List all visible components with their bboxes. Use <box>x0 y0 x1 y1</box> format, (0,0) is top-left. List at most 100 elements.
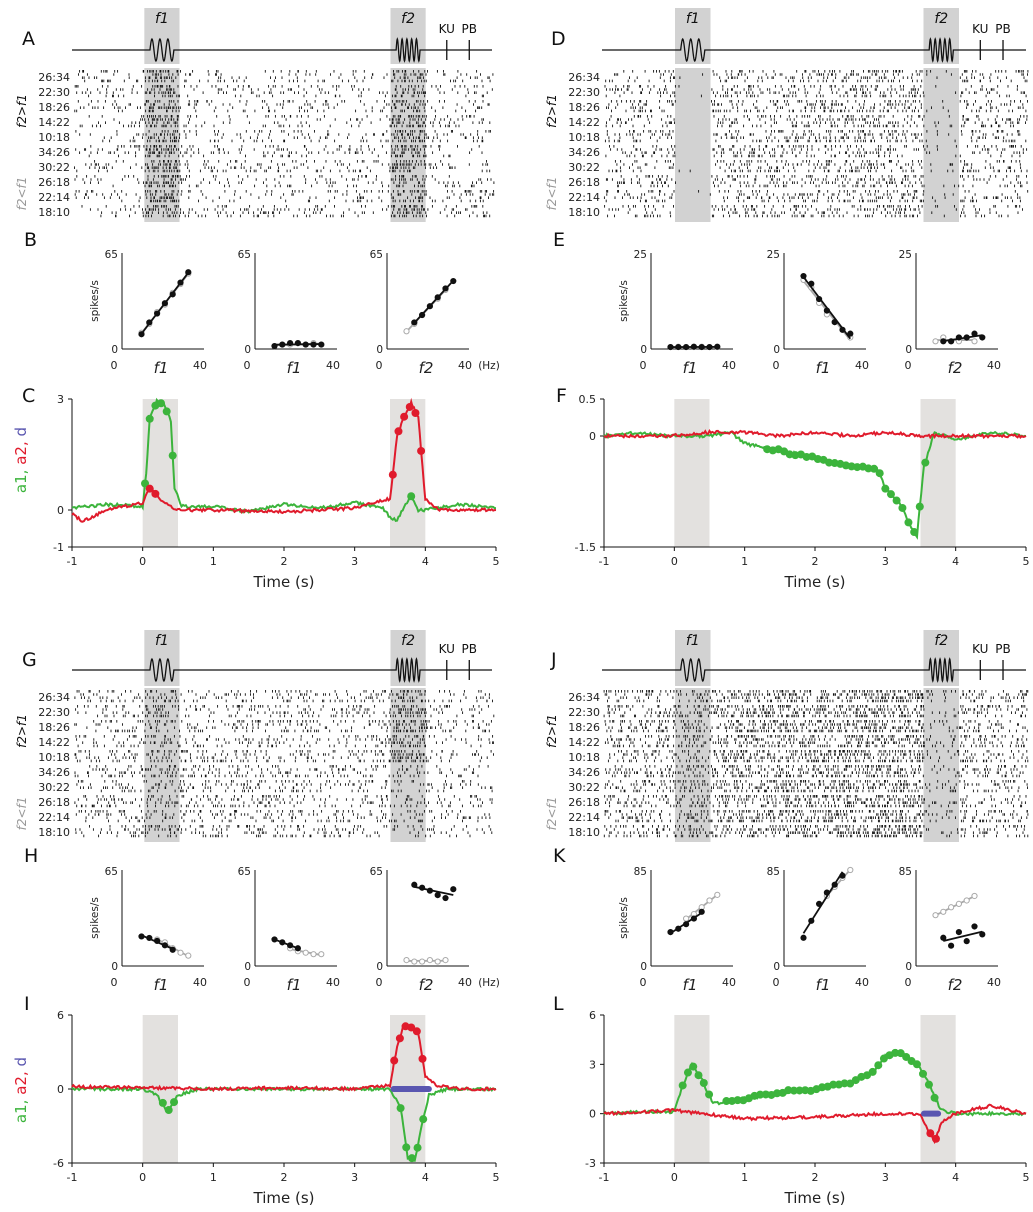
tuning-plots-e: 25 0 0 40 f1 spikes/s 25 0 0 40 f1 25 0 0 40 f2 <box>618 249 1001 377</box>
y-tick-label: 6 <box>57 1009 64 1022</box>
a1-significant-point <box>396 1104 405 1113</box>
f1-label: f1 <box>686 11 700 27</box>
a1-significant-point <box>868 1067 877 1076</box>
a1-significant-point <box>870 464 879 473</box>
f2-label: f2 <box>401 633 415 649</box>
raster-j: 26:34 22:30 18:26 14:22 10:18 34:26 30:22 26:18… <box>545 688 1029 842</box>
x-tick-label: 3 <box>882 555 889 568</box>
raster-d: 26:34 22:30 18:26 14:22 10:18 34:26 30:22 26:18… <box>545 68 1029 222</box>
stimulus-line <box>602 657 1026 683</box>
tuning-ylabel: spikes/s <box>89 280 101 322</box>
dark-point <box>287 339 294 347</box>
raster-row-label: 10:18 <box>568 751 600 764</box>
raster-band-f2 <box>390 688 426 842</box>
a1-significant-point <box>898 503 907 512</box>
light-point <box>419 958 426 965</box>
tuning-y-tick-max: 25 <box>899 249 912 261</box>
a2-significant-point <box>388 470 397 479</box>
tuning-y-tick-min: 0 <box>905 961 912 973</box>
tuning-xlabel: f1 <box>154 359 169 377</box>
x-tick-label: 4 <box>422 1171 429 1184</box>
a1-series-line <box>603 430 1027 540</box>
a1-significant-point <box>145 414 154 423</box>
dark-point <box>823 307 831 314</box>
a1-significant-point <box>158 1098 167 1107</box>
a1-significant-point <box>829 1080 838 1089</box>
panel-label-e: E <box>553 229 565 251</box>
dark-point <box>847 330 854 337</box>
dark-point <box>185 269 192 276</box>
raster-row-label: 26:18 <box>38 176 70 189</box>
tuning-x-tick-0: 0 <box>376 359 383 372</box>
raster-row-label: 22:14 <box>38 191 70 204</box>
a1-significant-point <box>756 1090 765 1099</box>
tuning-y-tick-max: 85 <box>899 866 912 878</box>
light-point <box>971 338 978 345</box>
a2-significant-point <box>926 1129 935 1138</box>
dark-point <box>963 334 970 341</box>
dark-point <box>940 934 947 941</box>
a2-significant-point <box>395 1034 404 1043</box>
raster-g: 26:34 22:30 18:26 14:22 10:18 34:26 30:22 26:18… <box>15 688 495 842</box>
raster-row-label: 14:22 <box>568 736 600 749</box>
a1-significant-point <box>795 1086 804 1095</box>
tuning-x-unit: (Hz) <box>478 977 500 989</box>
a1-significant-point <box>157 399 166 408</box>
dark-point <box>442 285 449 292</box>
tuning-y-tick-max: 65 <box>370 249 383 261</box>
x-tick-label: 5 <box>493 555 500 568</box>
stimulus-trace-j: KU PB f1 f2 <box>602 630 1026 686</box>
raster-a: 26:34 22:30 18:26 14:22 10:18 34:26 30:22 26:18… <box>15 68 495 222</box>
raster-row-label: 26:18 <box>568 176 600 189</box>
dark-point <box>971 330 978 337</box>
a1-significant-point <box>921 458 930 467</box>
dark-point <box>714 343 721 350</box>
raster-row-label: 34:26 <box>38 146 70 159</box>
a1-significant-point <box>722 1097 731 1106</box>
a1-significant-point <box>930 1093 939 1102</box>
tuning-x-tick-40: 40 <box>193 976 207 989</box>
raster-row-label: 18:10 <box>38 826 70 839</box>
a1-significant-point <box>733 1096 742 1105</box>
y-tick-label: 0.5 <box>579 393 597 406</box>
x-tick-label: -1 <box>599 555 610 568</box>
dark-point <box>839 326 846 333</box>
tuning-ylabel: spikes/s <box>618 897 630 939</box>
tuning-y-tick-max: 85 <box>634 866 647 878</box>
x-tick-label: -1 <box>599 1171 610 1184</box>
raster-row-label: 26:18 <box>568 796 600 809</box>
x-tick-label: 1 <box>741 555 748 568</box>
spike-ticks <box>74 70 495 218</box>
stimulus-line <box>72 37 492 63</box>
ku-label: KU <box>439 642 455 656</box>
dark-point <box>800 934 807 941</box>
dark-point <box>169 946 176 953</box>
tuning-y-tick-max: 85 <box>767 866 780 878</box>
raster-row-label: 34:26 <box>568 766 600 779</box>
a2-label: a2 <box>12 446 30 465</box>
y-tick-label: -1 <box>53 541 64 554</box>
tuning-x-tick-0: 0 <box>111 976 118 989</box>
a1-label: a1 <box>12 1104 30 1123</box>
dark-point <box>667 929 674 936</box>
a1-significant-point <box>683 1068 692 1077</box>
panel-label-g: G <box>22 649 37 671</box>
x-tick-label: 2 <box>812 1171 819 1184</box>
x-tick-label: -1 <box>67 555 78 568</box>
dark-point <box>683 921 690 928</box>
dark-point <box>419 884 426 891</box>
x-tick-label: 4 <box>422 555 429 568</box>
light-point <box>310 951 317 958</box>
light-point <box>426 956 433 964</box>
tuning-x-tick-40: 40 <box>326 359 340 372</box>
tuning-x-tick-0: 0 <box>376 976 383 989</box>
tuning-xlabel: f2 <box>419 359 434 377</box>
tuning-plots-b: 65 0 0 40 f1 spikes/s 65 0 0 40 f1 65 0 0 40 f2 (Hz) <box>89 249 500 377</box>
group-label-up: f2>f1 <box>545 714 559 748</box>
pb-label: PB <box>995 22 1010 36</box>
light-point <box>971 892 978 900</box>
raster-row-label: 22:30 <box>38 86 70 99</box>
light-point <box>714 891 721 898</box>
tuning-xlabel: f1 <box>816 976 831 994</box>
